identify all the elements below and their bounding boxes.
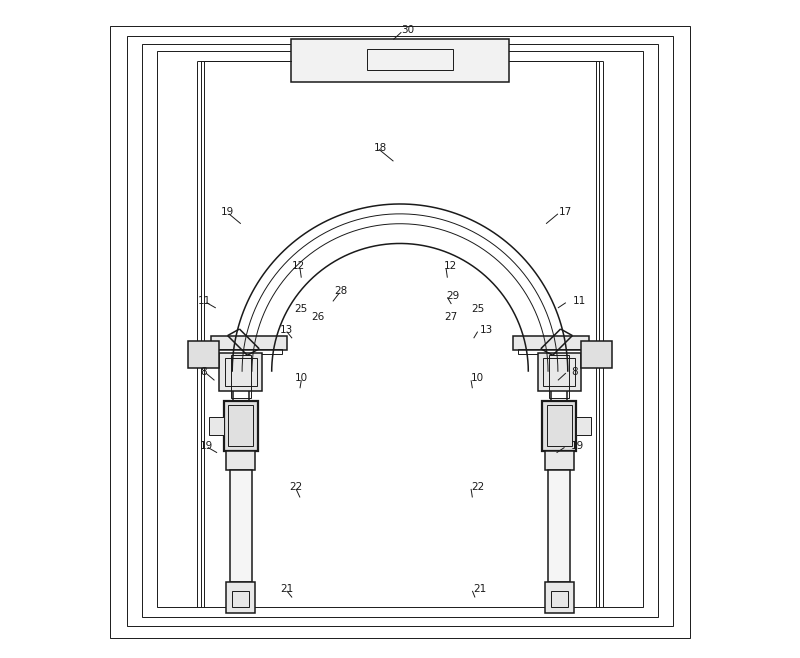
Bar: [538, 353, 581, 391]
Bar: [211, 336, 287, 350]
Bar: [550, 591, 568, 607]
Bar: [513, 336, 589, 350]
Bar: [230, 470, 252, 582]
Text: 27: 27: [445, 312, 458, 322]
Text: 19: 19: [200, 441, 214, 451]
Bar: [232, 591, 250, 607]
Text: 11: 11: [198, 296, 211, 307]
Bar: [209, 417, 224, 436]
Bar: [291, 39, 509, 82]
Bar: [545, 451, 574, 470]
Bar: [548, 470, 570, 582]
Bar: [110, 26, 690, 638]
Text: 11: 11: [572, 296, 586, 307]
Text: 25: 25: [471, 304, 484, 315]
Text: 19: 19: [571, 441, 584, 451]
Text: 25: 25: [294, 304, 308, 315]
Bar: [231, 355, 250, 398]
Bar: [217, 349, 282, 354]
Bar: [226, 582, 255, 613]
Bar: [546, 405, 572, 446]
Bar: [226, 451, 255, 470]
Text: 12: 12: [444, 261, 458, 272]
Text: 18: 18: [374, 143, 387, 153]
Text: 17: 17: [559, 207, 573, 217]
Bar: [543, 358, 575, 386]
Bar: [127, 36, 673, 626]
Bar: [545, 582, 574, 613]
Bar: [542, 401, 576, 451]
Bar: [188, 341, 219, 368]
Bar: [142, 44, 658, 617]
Bar: [228, 405, 254, 446]
Text: 8: 8: [200, 367, 206, 377]
Text: 8: 8: [571, 367, 578, 377]
Bar: [225, 358, 257, 386]
Text: 29: 29: [446, 291, 460, 301]
Bar: [581, 341, 612, 368]
Bar: [576, 417, 591, 436]
Text: 22: 22: [471, 482, 484, 492]
Text: 12: 12: [292, 261, 306, 272]
Text: 26: 26: [311, 312, 325, 322]
Text: 21: 21: [474, 584, 487, 594]
Bar: [518, 349, 583, 354]
Text: 22: 22: [290, 482, 302, 492]
Text: 19: 19: [221, 207, 234, 217]
Bar: [224, 401, 258, 451]
Bar: [219, 353, 262, 391]
Text: 10: 10: [471, 373, 484, 384]
Text: 30: 30: [402, 24, 414, 35]
Bar: [550, 355, 569, 398]
Bar: [367, 49, 453, 70]
Text: 10: 10: [294, 373, 308, 384]
Text: 13: 13: [280, 325, 294, 336]
Text: 28: 28: [334, 286, 347, 296]
Text: 21: 21: [280, 584, 294, 594]
Bar: [157, 51, 643, 607]
Text: 13: 13: [480, 325, 494, 336]
